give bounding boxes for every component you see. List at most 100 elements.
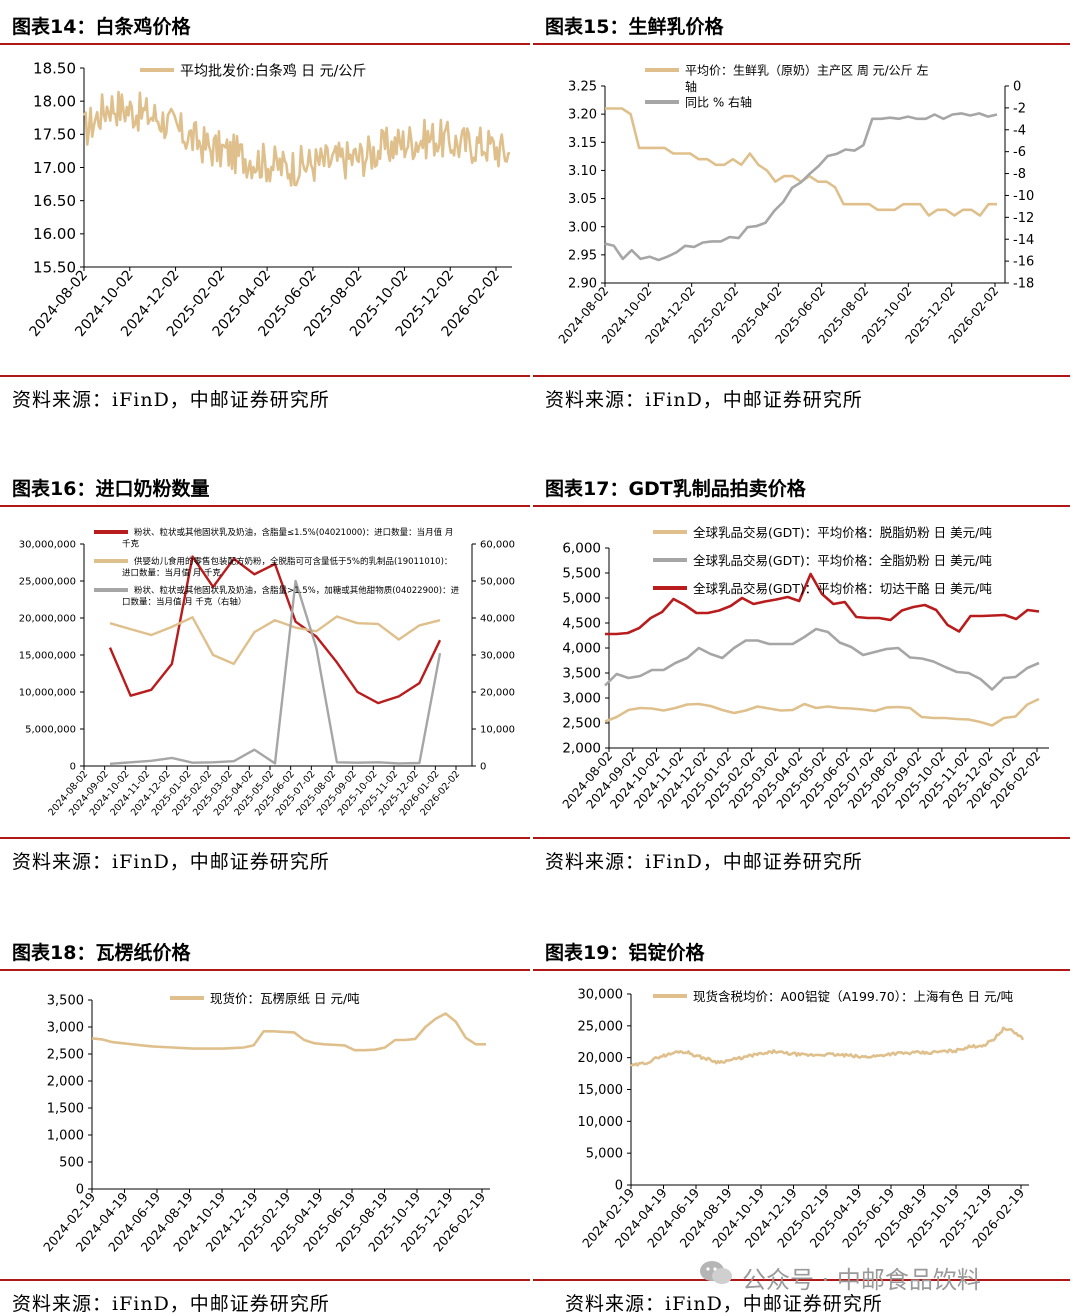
y-tick-label: 30,000 xyxy=(578,988,624,1003)
y-tick-label: 4,000 xyxy=(562,641,601,657)
y-tick-label: 3.15 xyxy=(568,136,597,151)
y-tick-label: 25,000 xyxy=(578,1019,624,1034)
y2-tick-label: -6 xyxy=(1013,145,1026,160)
y-tick-label: 17.00 xyxy=(33,159,76,177)
y-tick-label: 15,000 xyxy=(578,1083,624,1098)
y-tick-label: 20,000,000 xyxy=(19,614,76,625)
y-tick-label: 2.90 xyxy=(568,277,597,292)
series-line-3 xyxy=(605,572,1040,636)
y-tick-label: 2.95 xyxy=(568,248,597,263)
chart-svg: 6,000 5,500 5,000 4,500 4,000 3,500 3,000 2,500… xyxy=(560,525,1049,811)
legend-label: 粉状、粒状或其他固状乳及奶油，含脂量>1.5%，加糖或其他甜物质(0402290… xyxy=(134,585,460,596)
chart-svg: 3.25 3.20 3.15 3.10 3.05 3.00 2.95 2.90 0 -2 -4 -6 -… xyxy=(556,63,1034,347)
series-line-1 xyxy=(604,697,1040,727)
y-tick-label: 5,000,000 xyxy=(25,725,76,736)
panel-chart-17: 图表17：GDT乳制品拍卖价格 6,000 5,500 5,000 4,500 4,00… xyxy=(533,462,1070,882)
y-tick-label: 18.00 xyxy=(33,92,76,110)
y-tick-label: 3.05 xyxy=(568,192,597,207)
y-tick-label: 15,000,000 xyxy=(19,651,76,662)
y2-tick-label: -16 xyxy=(1013,255,1034,270)
y-tick-label: 3.25 xyxy=(568,80,597,95)
y-tick-label: 1,500 xyxy=(47,1102,84,1117)
source-note: 资料来源：iFinD，中邮证券研究所 xyxy=(12,1293,330,1315)
legend-label: 现货含税均价：A00铝锭（A199.70）：上海有色 日 元/吨 xyxy=(693,989,1014,1004)
source-rule xyxy=(533,375,1070,377)
y-tick-label: 0 xyxy=(76,1183,84,1198)
y-tick-label: 3,000 xyxy=(47,1021,84,1036)
legend-label: 现货价：瓦楞原纸 日 元/吨 xyxy=(210,991,360,1006)
source-rule xyxy=(0,837,530,839)
y2-tick-label: 0 xyxy=(480,762,486,773)
panel-chart-14: 图表14：白条鸡价格 18.50 18.00 17.50 17.00 16.50 16.0… xyxy=(0,0,530,420)
y-tick-label: 1,000 xyxy=(47,1129,84,1144)
legend-label-cont: 进口数量：当月值 月 千克 xyxy=(122,568,221,579)
title-rule xyxy=(533,505,1070,507)
title-rule xyxy=(533,969,1070,971)
y-tick-label: 16.00 xyxy=(33,225,76,243)
y2-tick-label: 60,000 xyxy=(480,540,515,551)
y-tick-label: 5,000 xyxy=(562,591,601,607)
source-note: 资料来源：iFinD，中邮证券研究所 xyxy=(12,389,330,411)
series-line-1 xyxy=(605,107,997,217)
chart-title: 图表14：白条鸡价格 xyxy=(12,16,191,38)
y-tick-label: 3.10 xyxy=(568,164,597,179)
y2-tick-label: 20,000 xyxy=(480,688,515,699)
y-tick-label: 0 xyxy=(615,1179,623,1194)
source-rule xyxy=(0,375,530,377)
legend-label: 全球乳品交易(GDT)：平均价格：全脂奶粉 日 美元/吨 xyxy=(693,553,992,568)
chart-svg: 30,000,000 25,000,000 20,000,000 15,000,000… xyxy=(19,527,515,818)
y2-tick-label: -12 xyxy=(1013,211,1034,226)
y-tick-label: 2,500 xyxy=(562,716,601,732)
source-rule xyxy=(0,1279,530,1281)
legend-label: 供婴幼儿食用的零售包装配方奶粉，全脱脂可可含量低于5%的乳制品(19011010… xyxy=(134,556,452,567)
legend-label: 平均价：生鲜乳（原奶）主产区 周 元/公斤 左 xyxy=(685,63,929,78)
y-tick-label: 0 xyxy=(70,762,76,773)
chart-svg: 30,00025,00020,00015,00010,0005,00002024… xyxy=(578,988,1029,1251)
legend-label: 全球乳品交易(GDT)：平均价格：切达干酪 日 美元/吨 xyxy=(693,581,992,596)
source-rule xyxy=(533,1279,1070,1281)
y-tick-label: 2,000 xyxy=(47,1075,84,1090)
source-note: 资料来源：iFinD，中邮证券研究所 xyxy=(545,389,863,411)
legend-label: 全球乳品交易(GDT)：平均价格：脱脂奶粉 日 美元/吨 xyxy=(693,525,992,540)
legend-label: 平均批发价:白条鸡 日 元/公斤 xyxy=(180,62,366,79)
title-rule xyxy=(0,43,530,45)
y-tick-label: 16.50 xyxy=(33,192,76,210)
y2-tick-label: 0 xyxy=(1013,80,1021,95)
y-tick-label: 5,000 xyxy=(586,1147,623,1162)
y-tick-label: 4,500 xyxy=(562,616,601,632)
panel-chart-15: 图表15：生鲜乳价格 3.25 3.20 3.15 3.10 3.05 3.00 2.95 2… xyxy=(533,0,1070,420)
series-line-2 xyxy=(604,627,1040,691)
chart-svg: 18.5018.0017.5017.0016.5016.0015.502024-… xyxy=(27,59,512,340)
series-line-3 xyxy=(109,579,442,765)
source-note: 资料来源：iFinD，中邮证券研究所 xyxy=(12,851,330,873)
y-tick-label: 500 xyxy=(59,1156,84,1171)
y-tick-label: 5,500 xyxy=(562,566,601,582)
source-note: 资料来源：iFinD，中邮证券研究所 xyxy=(545,851,863,873)
title-rule xyxy=(0,505,530,507)
y2-tick-label: 10,000 xyxy=(480,725,515,736)
legend-label: 粉状、粒状或其他固状乳及奶油，含脂量≤1.5%(04021000)：进口数量：当… xyxy=(134,527,453,538)
legend-label: 同比 % 右轴 xyxy=(685,95,752,110)
y-tick-label: 10,000,000 xyxy=(19,688,76,699)
chart-title: 图表17：GDT乳制品拍卖价格 xyxy=(545,478,806,500)
y-tick-label: 25,000,000 xyxy=(19,577,76,588)
series-line-1 xyxy=(630,1026,1025,1068)
y-tick-label: 18.50 xyxy=(33,59,76,77)
legend-label-cont: 轴 xyxy=(685,79,697,94)
series-line-1 xyxy=(82,90,511,187)
y2-tick-label: -2 xyxy=(1013,101,1026,116)
chart-title: 图表18：瓦楞纸价格 xyxy=(12,942,191,964)
panel-chart-18: 图表18：瓦楞纸价格 3,500 3,000 2,500 2,000 1,500 1,00… xyxy=(0,926,530,1316)
panel-chart-16: 图表16：进口奶粉数量 30,000,000 25,000,000 20,000,0… xyxy=(0,462,530,882)
y2-tick-label: -14 xyxy=(1013,233,1034,248)
source-note: 资料来源：iFinD，中邮证券研究所 xyxy=(565,1293,883,1315)
chart-title: 图表19：铝锭价格 xyxy=(545,942,705,964)
legend-label-cont: 千克 xyxy=(122,539,140,550)
watermark: 公众号 · 中邮食品饮料 xyxy=(742,1266,981,1294)
source-rule xyxy=(533,837,1070,839)
y-tick-label: 20,000 xyxy=(578,1051,624,1066)
y2-tick-label: 40,000 xyxy=(480,614,515,625)
chart-svg: 3,5003,0002,5002,0001,5001,00050002024-0… xyxy=(40,991,490,1255)
y-tick-label: 15.50 xyxy=(33,258,76,276)
y-tick-label: 2,500 xyxy=(47,1048,84,1063)
